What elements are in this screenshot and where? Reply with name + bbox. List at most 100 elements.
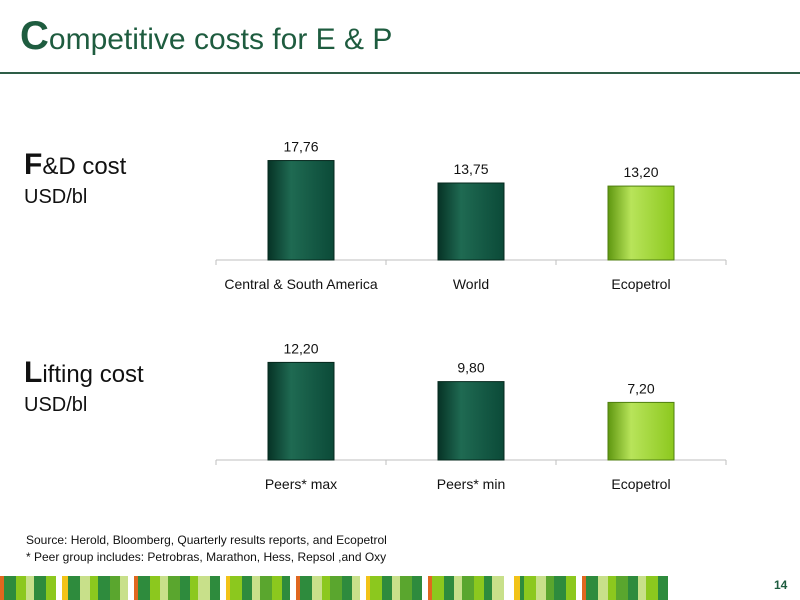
footer-decorative-strip [0,576,770,600]
footer-strip-segment [432,576,444,600]
footer-strip-segment [330,576,342,600]
fd-cost-label: F&D cost USD/bl [24,148,126,209]
footer-strip-segment [56,576,62,600]
footer-strip-segment [98,576,110,600]
lifting-cost-unit: USD/bl [24,394,88,416]
footer-strip-segment [290,576,296,600]
category-label: World [453,276,489,292]
footer-strip-segment [190,576,198,600]
footer-strip-segment [546,576,554,600]
category-label: Peers* min [437,476,505,492]
footer-strip-segment [444,576,454,600]
footer-strip-segment [128,576,134,600]
peer-group-note: * Peer group includes: Petrobras, Marath… [26,550,387,564]
footer-strip-segment [4,576,16,600]
bar-ecopetrol [607,401,675,461]
footer-strip-segment [524,576,536,600]
footer-strip-segment [210,576,220,600]
footer-strip-segment [120,576,128,600]
footer-strip-segment [322,576,330,600]
footer-strip-segment [582,576,586,600]
footer-strip-segment [646,576,658,600]
footer-strip-segment [422,576,428,600]
footer-strip-segment [110,576,120,600]
footer-strip-segment [412,576,422,600]
footer-strip-segment [90,576,98,600]
footer-strip-segment [226,576,230,600]
title-divider [0,72,800,74]
data-label: 17,76 [283,139,318,155]
data-label: 13,75 [453,161,488,177]
footer-strip-segment [272,576,282,600]
footer-strip-segment [536,576,546,600]
category-label: Peers* max [265,476,337,492]
footer-strip-segment [484,576,492,600]
bar-central-south-america [267,160,335,261]
footer-strip-segment [180,576,190,600]
footer-strip-segment [16,576,26,600]
category-label: Central & South America [224,276,378,292]
footer-strip-segment [514,576,520,600]
footer-strip-segment [520,576,524,600]
footer-strip-segment [252,576,260,600]
footer-strip-segment [160,576,168,600]
footer-strip-segment [352,576,360,600]
footer-strip-segment [658,576,668,600]
footer-strip-segment [370,576,382,600]
bar-ecopetrol [607,185,675,261]
footer-strip-segment [46,576,56,600]
footer-strip-segment [150,576,160,600]
footer-strip-segment [586,576,598,600]
data-label: 7,20 [627,380,654,396]
footer-strip-segment [554,576,566,600]
footer-strip-segment [576,576,582,600]
footer-strip-segment [392,576,400,600]
slide-title-initial: C [20,14,49,58]
data-label: 13,20 [623,164,658,180]
footer-strip-segment [628,576,638,600]
footer-strip-segment [138,576,150,600]
footer-strip-segment [608,576,616,600]
footer-strip-segment [360,576,366,600]
footer-strip-segment [0,576,4,600]
bar-peers-min [437,381,505,461]
footer-strip-segment [260,576,272,600]
footer-strip-segment [342,576,352,600]
footer-strip-segment [220,576,226,600]
fd-cost-initial: F [24,148,43,181]
footer-strip-segment [168,576,180,600]
footer-strip-segment [428,576,432,600]
footer-strip-segment [616,576,628,600]
lifting-cost-initial: L [24,356,43,389]
data-label: 12,20 [283,340,318,356]
slide-title-rest: ompetitive costs for E & P [48,23,393,56]
source-note: Source: Herold, Bloomberg, Quarterly res… [26,533,387,547]
footer-strip-segment [296,576,300,600]
category-label: Ecopetrol [611,476,670,492]
footer-strip-segment [598,576,608,600]
footer-strip-segment [282,576,290,600]
footer-strip-segment [382,576,392,600]
bar-world [437,182,505,261]
footer-strip-segment [492,576,504,600]
lifting-cost-label: Lifting cost USD/bl [24,356,144,417]
footer-strip-segment [80,576,90,600]
footer-strip-segment [34,576,46,600]
lifting-cost-chart: 12,20 Peers* max 9,80 Peers* min 7,20 Ecopetr… [215,340,727,492]
slide-title: Competitive costs for E & P [20,14,392,59]
footer-strip-segment [638,576,646,600]
footer-strip-segment [454,576,462,600]
fd-cost-text: &D cost [42,153,127,180]
footer-strip-segment [68,576,80,600]
lifting-cost-text: ifting cost [42,361,144,388]
footer-strip-segment [62,576,68,600]
fd-cost-unit: USD/bl [24,186,88,208]
footer-strip-segment [198,576,210,600]
data-label: 9,80 [457,360,484,376]
footer-strip-segment [26,576,34,600]
footer-strip-segment [134,576,138,600]
footer-strip-segment [566,576,576,600]
footer-strip-segment [474,576,484,600]
bar-peers-max [267,361,335,461]
footer-strip-segment [242,576,252,600]
